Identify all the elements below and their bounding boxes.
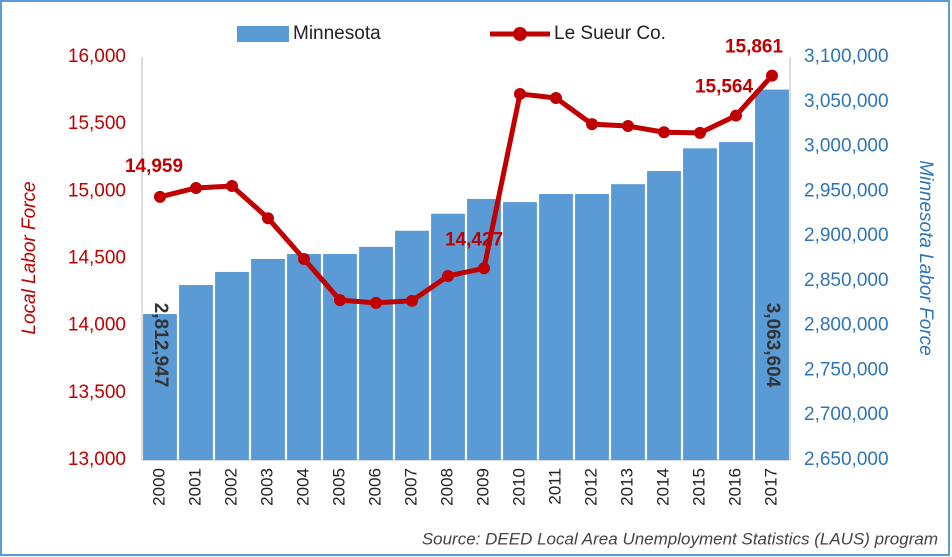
- line-marker: [298, 253, 310, 266]
- bar-value-label: 3,063,604: [762, 303, 783, 388]
- y2-tick-label: 2,800,000: [804, 315, 889, 336]
- x-tick-label: 2016: [725, 468, 744, 506]
- x-tick-label: 2009: [473, 468, 492, 506]
- y2-tick-label: 2,650,000: [804, 449, 889, 470]
- bar: [539, 194, 573, 460]
- bar-value-label: 2,812,947: [150, 303, 171, 388]
- y-tick-label: 16,000: [68, 46, 126, 67]
- line-value-label: 14,427: [445, 229, 503, 250]
- y-tick-label: 15,000: [68, 180, 126, 201]
- x-tick-label: 2004: [293, 468, 312, 506]
- bar: [215, 271, 249, 460]
- y-tick-label: 14,500: [68, 248, 126, 269]
- line-marker: [442, 269, 454, 282]
- y2-tick-label: 3,100,000: [804, 46, 889, 67]
- x-tick-label: 2014: [653, 468, 672, 506]
- line-series: [159, 73, 774, 306]
- x-tick-label: 2000: [149, 468, 168, 506]
- bar: [287, 254, 321, 460]
- legend-swatch: [513, 27, 527, 41]
- legend-label: Le Sueur Co.: [554, 23, 666, 44]
- bar: [467, 198, 501, 460]
- legend-swatch: [237, 26, 289, 42]
- y-tick-label: 13,000: [68, 449, 126, 470]
- source-note: Source: DEED Local Area Unemployment Sta…: [422, 529, 938, 548]
- bar: [683, 148, 717, 460]
- y2-tick-label: 3,050,000: [804, 91, 889, 112]
- y-axis-label: Local Labor Force: [19, 181, 40, 334]
- bar: [575, 194, 609, 460]
- line-marker: [730, 109, 742, 122]
- y2-tick-label: 2,900,000: [804, 225, 889, 246]
- bar: [611, 184, 645, 460]
- line-marker: [766, 69, 778, 82]
- x-tick-label: 2017: [761, 468, 780, 506]
- y2-axis-label: Minnesota Labor Force: [915, 160, 936, 355]
- x-tick-label: 2011: [545, 468, 564, 505]
- y-tick-label: 13,500: [68, 382, 126, 403]
- line-marker: [514, 87, 526, 100]
- line-marker: [694, 126, 706, 139]
- line-marker: [406, 294, 418, 307]
- bar: [143, 314, 177, 460]
- legend-label: Minnesota: [293, 23, 381, 44]
- line-marker: [334, 294, 346, 307]
- line-value-label: 14,959: [125, 156, 183, 177]
- x-tick-label: 2002: [221, 468, 240, 506]
- bar: [395, 230, 429, 460]
- line-marker: [262, 212, 274, 225]
- line-value-label: 15,861: [725, 37, 784, 58]
- bar: [503, 202, 537, 460]
- y2-tick-label: 2,950,000: [804, 180, 889, 201]
- x-tick-label: 2015: [689, 468, 708, 506]
- line-marker: [586, 118, 598, 131]
- line-marker: [190, 181, 202, 194]
- y2-tick-label: 2,750,000: [804, 359, 889, 380]
- x-tick-label: 2006: [365, 468, 384, 506]
- y-tick-label: 15,500: [68, 113, 126, 134]
- x-tick-label: 2005: [329, 468, 348, 506]
- line-marker: [478, 262, 490, 275]
- x-tick-label: 2013: [617, 468, 636, 506]
- bar: [719, 142, 753, 461]
- y2-tick-label: 3,000,000: [804, 136, 889, 157]
- line-marker: [622, 120, 634, 133]
- line-value-label: 15,564: [695, 77, 754, 98]
- bar: [647, 171, 681, 461]
- bar: [179, 285, 213, 460]
- line-marker: [226, 179, 238, 192]
- y2-tick-label: 2,850,000: [804, 270, 889, 291]
- line-marker: [658, 126, 670, 139]
- y2-tick-label: 2,700,000: [804, 404, 889, 425]
- x-tick-label: 2012: [581, 468, 600, 506]
- bar: [431, 213, 465, 460]
- x-tick-label: 2001: [185, 468, 204, 506]
- bar: [359, 246, 393, 460]
- line-marker: [154, 190, 166, 203]
- line-marker: [550, 91, 562, 104]
- y-tick-label: 14,000: [68, 315, 126, 336]
- bar: [251, 258, 285, 460]
- x-tick-label: 2003: [257, 468, 276, 506]
- x-tick-label: 2008: [437, 468, 456, 506]
- x-tick-label: 2007: [401, 468, 420, 506]
- bar: [755, 89, 789, 461]
- line-marker: [370, 296, 382, 309]
- x-tick-label: 2010: [509, 468, 528, 506]
